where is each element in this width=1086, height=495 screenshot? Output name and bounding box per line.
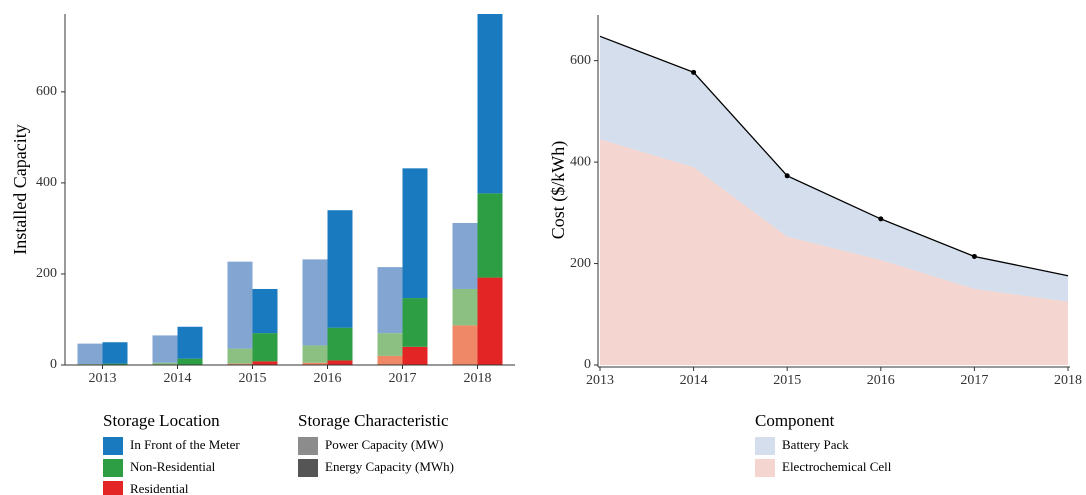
bar-segment (302, 362, 328, 365)
bar-segment (452, 325, 478, 365)
y-tick-label: 600 (36, 84, 57, 99)
legend-label: In Front of the Meter (130, 437, 240, 452)
bar-segment (377, 355, 403, 365)
y-tick-label: 400 (570, 154, 591, 169)
legend-label: Non-Residential (130, 459, 216, 474)
bar-segment (452, 288, 478, 326)
bar-segment (477, 14, 503, 194)
bar-segment (377, 267, 403, 334)
bar-segment (477, 277, 503, 365)
bar-segment (252, 333, 278, 362)
bar-segment (102, 363, 128, 365)
bar-segment (102, 342, 128, 364)
bar-segment (302, 259, 328, 346)
bar-segment (402, 346, 428, 365)
bar-segment (477, 193, 503, 278)
legend-label: Residential (130, 481, 189, 495)
bar-segment (302, 345, 328, 363)
x-tick-label: 2014 (680, 373, 708, 388)
y-tick-label: 600 (570, 53, 591, 68)
y-tick-label: 0 (584, 357, 591, 372)
legend-swatch (103, 437, 123, 455)
area (600, 139, 1068, 365)
legend-label: Energy Capacity (MWh) (325, 459, 454, 474)
x-tick-label: 2015 (773, 373, 801, 388)
legend-label: Battery Pack (782, 437, 849, 452)
x-tick-label: 2018 (464, 371, 492, 386)
x-tick-label: 2013 (586, 373, 614, 388)
y-axis-title: Cost ($/kWh) (548, 141, 569, 240)
x-tick-label: 2015 (239, 371, 267, 386)
y-axis-title: Installed Capacity (10, 124, 30, 254)
total-line (599, 35, 1069, 277)
area (600, 36, 1068, 302)
y-tick-label: 200 (570, 256, 591, 271)
legend-title: Storage Characteristic (298, 411, 449, 430)
legend-title: Storage Location (103, 411, 220, 430)
legend-swatch (103, 459, 123, 477)
x-tick-label: 2013 (89, 371, 117, 386)
bar-segment (452, 222, 478, 289)
y-tick-label: 400 (36, 175, 57, 190)
bar-segment (252, 361, 278, 365)
x-tick-label: 2017 (960, 373, 988, 388)
bar-segment (177, 326, 203, 359)
x-tick-label: 2016 (314, 371, 342, 386)
bar-segment (227, 261, 253, 349)
y-tick-label: 0 (50, 357, 57, 372)
bar-segment (152, 335, 178, 363)
bar-segment (227, 348, 253, 364)
bar-segment (327, 327, 353, 361)
legend-swatch (103, 481, 123, 495)
x-tick-label: 2017 (389, 371, 417, 386)
bar-segment (77, 343, 103, 365)
legend-swatch (755, 437, 775, 455)
bar-segment (377, 333, 403, 356)
legend-title: Component (755, 411, 835, 430)
y-tick-label: 200 (36, 266, 57, 281)
x-tick-label: 2018 (1054, 373, 1082, 388)
bar-segment (177, 358, 203, 365)
point (971, 253, 977, 259)
legend-swatch (298, 459, 318, 477)
bar-segment (327, 360, 353, 365)
point (878, 216, 884, 222)
legend-label: Electrochemical Cell (782, 459, 892, 474)
bar-segment (402, 168, 428, 299)
bar-segment (227, 363, 253, 365)
point (784, 173, 790, 179)
bar-segment (327, 210, 353, 328)
bar-segment (152, 362, 178, 365)
point (691, 69, 697, 75)
x-tick-label: 2016 (867, 373, 895, 388)
bar-segment (252, 288, 278, 334)
legend-label: Power Capacity (MW) (325, 437, 443, 452)
bar-segment (402, 298, 428, 347)
x-tick-label: 2014 (164, 371, 192, 386)
legend-swatch (298, 437, 318, 455)
legend-swatch (755, 459, 775, 477)
